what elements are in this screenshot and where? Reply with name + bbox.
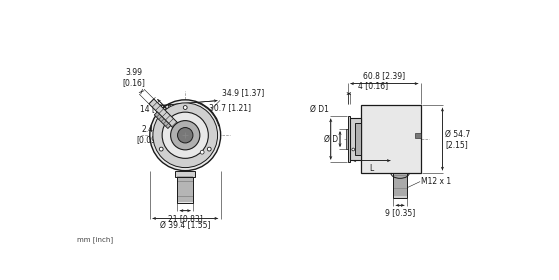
Bar: [393, 173, 407, 198]
Text: L: L: [369, 164, 374, 173]
Text: M12 x 1: M12 x 1: [421, 177, 451, 186]
Circle shape: [352, 148, 354, 151]
Text: 21 [0.83]: 21 [0.83]: [168, 214, 202, 223]
Polygon shape: [149, 99, 180, 130]
Bar: [346, 129, 352, 150]
Text: 3.99
[0.16]: 3.99 [0.16]: [122, 67, 145, 87]
Text: 14 [0.55]: 14 [0.55]: [140, 104, 176, 113]
Bar: [177, 177, 193, 203]
Text: 60.8 [2.39]: 60.8 [2.39]: [363, 71, 405, 80]
Text: 30.7 [1.21]: 30.7 [1.21]: [209, 103, 252, 112]
Bar: [348, 116, 350, 162]
Circle shape: [162, 112, 209, 158]
Bar: [175, 171, 195, 177]
Circle shape: [153, 103, 217, 167]
Bar: [350, 118, 361, 160]
Circle shape: [200, 150, 204, 154]
Circle shape: [178, 128, 193, 143]
Bar: [361, 105, 421, 173]
Circle shape: [183, 106, 187, 109]
Polygon shape: [154, 112, 171, 129]
Bar: [415, 133, 421, 137]
Text: 4 [0.16]: 4 [0.16]: [358, 81, 388, 91]
Text: mm [inch]: mm [inch]: [78, 236, 113, 243]
Circle shape: [207, 147, 211, 151]
Text: Ø D1: Ø D1: [310, 105, 329, 114]
Circle shape: [170, 121, 200, 150]
Text: 34.9 [1.37]: 34.9 [1.37]: [221, 88, 264, 97]
Bar: [354, 123, 361, 155]
Circle shape: [150, 100, 221, 171]
Text: Ø 39.4 [1.55]: Ø 39.4 [1.55]: [160, 221, 211, 230]
Text: Ø D: Ø D: [324, 135, 338, 144]
Text: Ø 54.7
[2.15]: Ø 54.7 [2.15]: [446, 129, 471, 149]
Text: 9 [0.35]: 9 [0.35]: [385, 208, 415, 217]
Circle shape: [159, 147, 163, 151]
Text: 2.4
[0.09]: 2.4 [0.09]: [136, 125, 159, 144]
